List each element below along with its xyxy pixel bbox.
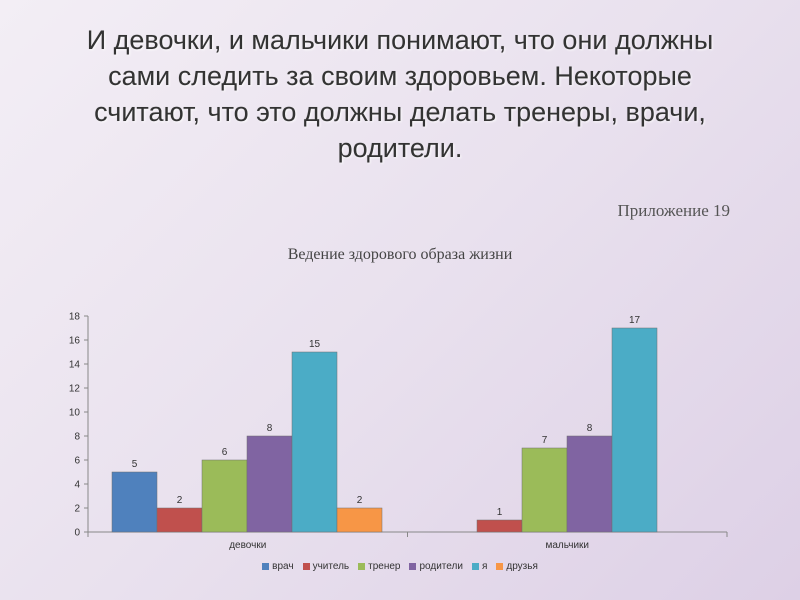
y-tick-label: 4: [74, 480, 80, 491]
y-tick-label: 16: [69, 336, 81, 347]
legend-item: я: [471, 561, 488, 572]
y-tick-label: 6: [74, 456, 80, 467]
bar: [336, 507, 383, 533]
data-label: 17: [629, 315, 641, 326]
y-tick-label: 12: [69, 384, 81, 395]
x-tick-label: девочки: [229, 540, 266, 551]
data-label: 8: [267, 423, 273, 434]
data-label: 7: [542, 435, 548, 446]
legend-swatch: [471, 563, 479, 570]
data-label: 2: [177, 495, 183, 506]
bar: [476, 519, 523, 533]
y-tick-label: 2: [74, 504, 80, 515]
y-tick-label: 0: [74, 528, 80, 539]
legend-label: родители: [419, 561, 463, 572]
data-label: 8: [587, 423, 593, 434]
y-tick-label: 8: [74, 432, 80, 443]
legend-swatch: [496, 563, 504, 570]
legend-swatch: [409, 563, 417, 570]
bar: [521, 447, 568, 533]
legend-swatch: [262, 563, 270, 570]
legend-item: врач: [262, 561, 294, 572]
y-tick-label: 10: [69, 408, 81, 419]
appendix-label: Приложение 19: [617, 201, 731, 220]
legend-swatch: [358, 563, 366, 570]
legend-label: тренер: [368, 561, 401, 572]
data-label: 5: [132, 459, 138, 470]
legend-item: друзья: [496, 561, 538, 572]
legend-swatch: [302, 563, 310, 570]
data-label: 15: [309, 339, 321, 350]
legend-label: врач: [272, 561, 294, 572]
bar: [201, 459, 248, 533]
bar: [291, 351, 338, 533]
legend-label: друзья: [506, 561, 538, 572]
legend-item: тренер: [358, 561, 400, 572]
data-label: 6: [222, 447, 228, 458]
data-label: 2: [357, 495, 363, 506]
bar: [611, 327, 658, 533]
x-tick-label: мальчики: [545, 540, 589, 551]
y-tick-label: 14: [69, 360, 81, 371]
legend-label: учитель: [312, 561, 350, 572]
chart-title: Ведение здорового образа жизни: [287, 246, 513, 263]
bar: [111, 471, 158, 533]
slide-title: И девочки, и мальчики понимают, что они …: [86, 25, 714, 163]
legend-label: я: [481, 561, 488, 572]
y-tick-label: 18: [69, 312, 81, 323]
legend-item: родители: [409, 561, 463, 572]
bar: [156, 507, 203, 533]
legend-item: учитель: [302, 561, 350, 572]
bar: [566, 435, 613, 533]
data-label: 1: [497, 507, 503, 518]
chart-legend: врач учитель тренер родители я друзья: [0, 561, 800, 572]
bar: [246, 435, 293, 533]
